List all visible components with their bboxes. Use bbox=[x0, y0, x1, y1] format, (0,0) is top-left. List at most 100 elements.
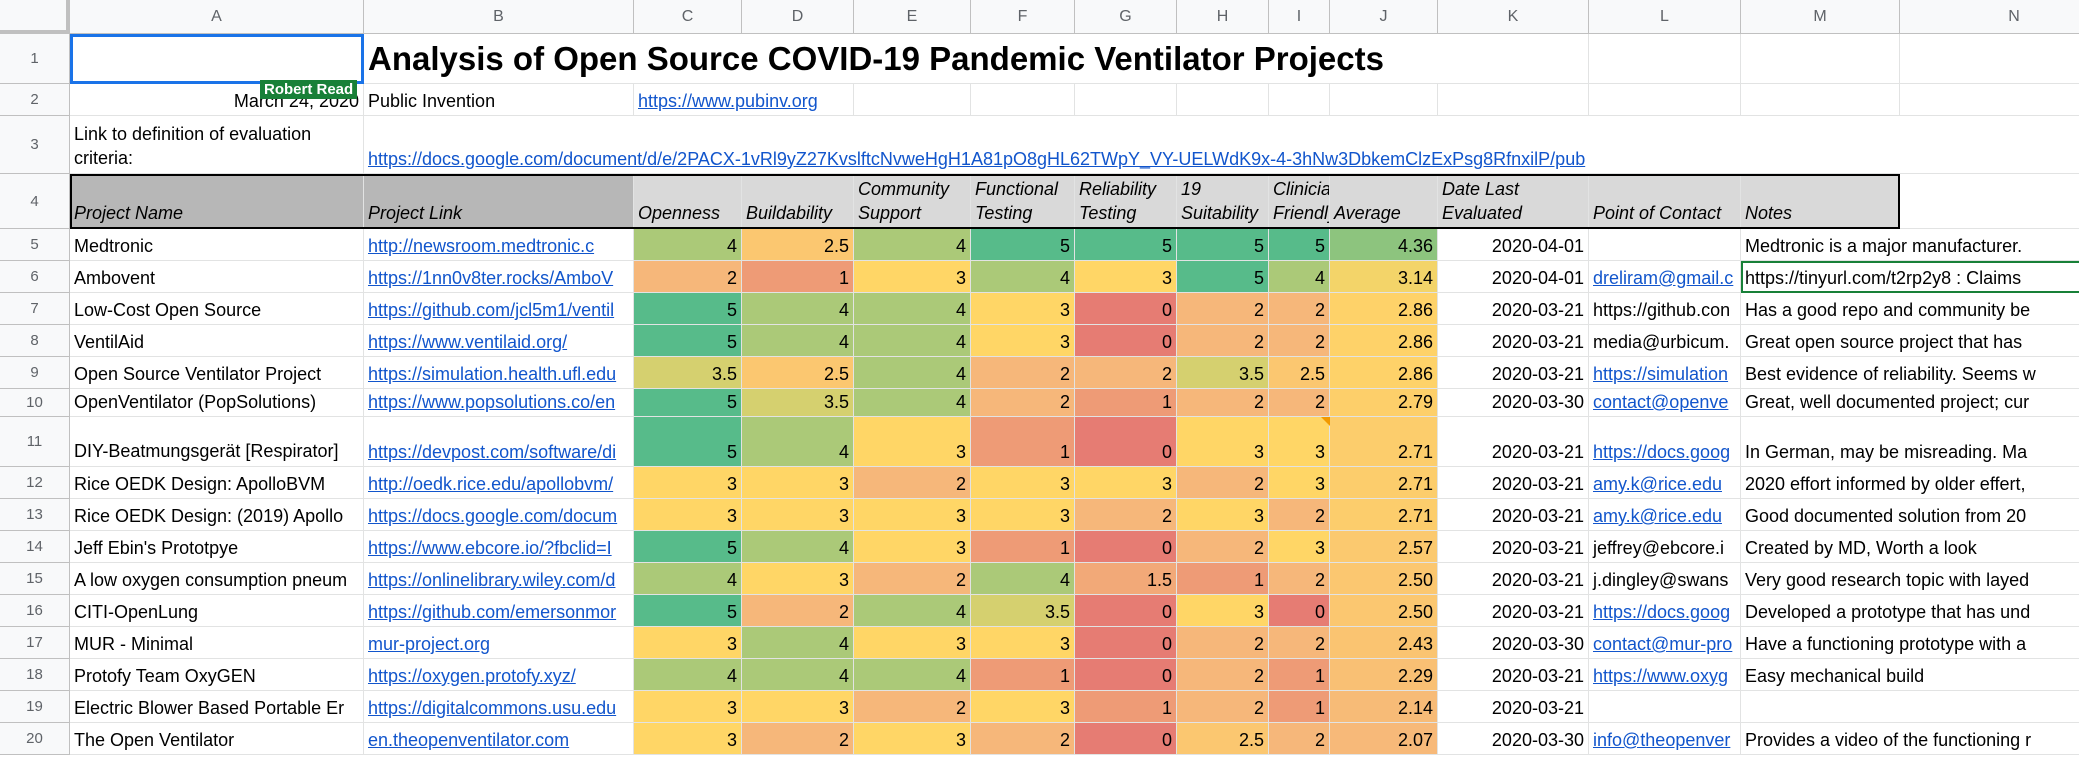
score-openness[interactable]: 3 bbox=[634, 627, 742, 659]
score-buildability[interactable]: 3 bbox=[742, 467, 854, 499]
project-name-cell[interactable]: Open Source Ventilator Project bbox=[70, 357, 364, 389]
score-clinician-friendly[interactable]: 2 bbox=[1269, 325, 1330, 357]
cell-a1[interactable] bbox=[70, 34, 364, 84]
score-community-support[interactable]: 4 bbox=[854, 357, 971, 389]
score-community-support[interactable]: 3 bbox=[854, 499, 971, 531]
header-average[interactable]: Average bbox=[1330, 174, 1438, 229]
score-reliability-testing[interactable]: 0 bbox=[1075, 417, 1177, 467]
date-evaluated[interactable]: 2020-03-21 bbox=[1438, 467, 1589, 499]
score-buildability[interactable]: 2.5 bbox=[742, 357, 854, 389]
project-link[interactable]: https://github.com/jcl5m1/ventil bbox=[364, 293, 634, 325]
score-community-support[interactable]: 3 bbox=[854, 531, 971, 563]
score-clinician-friendly[interactable]: 3 bbox=[1269, 417, 1330, 467]
project-link[interactable]: https://1nn0v8ter.rocks/AmboV bbox=[364, 261, 634, 293]
score-covid-19-suitability[interactable]: 2 bbox=[1177, 293, 1269, 325]
score-covid-19-suitability[interactable]: 2 bbox=[1177, 389, 1269, 417]
score-functional-testing[interactable]: 4 bbox=[971, 563, 1075, 595]
notes-cell[interactable]: Have a functioning prototype with a bbox=[1741, 627, 2079, 659]
point-of-contact-cell[interactable]: media@urbicum. bbox=[1589, 325, 1741, 357]
score-clinician-friendly[interactable]: 1 bbox=[1269, 691, 1330, 723]
score-openness[interactable]: 5 bbox=[634, 325, 742, 357]
average-score[interactable]: 2.71 bbox=[1330, 467, 1438, 499]
score-clinician-friendly[interactable]: 2 bbox=[1269, 627, 1330, 659]
project-name-cell[interactable]: Rice OEDK Design: (2019) Apollo bbox=[70, 499, 364, 531]
empty-cell[interactable] bbox=[1330, 84, 1438, 116]
column-header-n[interactable]: N bbox=[1900, 0, 2079, 34]
score-clinician-friendly[interactable]: 2 bbox=[1269, 563, 1330, 595]
point-of-contact-cell[interactable] bbox=[1589, 691, 1741, 723]
empty-cell[interactable] bbox=[1900, 84, 2079, 116]
header-project-name[interactable]: Project Name bbox=[70, 174, 364, 229]
row-header-19[interactable]: 19 bbox=[0, 691, 70, 723]
score-functional-testing[interactable]: 3 bbox=[971, 325, 1075, 357]
score-reliability-testing[interactable]: 1.5 bbox=[1075, 563, 1177, 595]
notes-cell[interactable] bbox=[1741, 691, 2079, 723]
score-community-support[interactable]: 3 bbox=[854, 417, 971, 467]
score-community-support[interactable]: 2 bbox=[854, 467, 971, 499]
date-evaluated[interactable]: 2020-03-30 bbox=[1438, 723, 1589, 755]
date-evaluated[interactable]: 2020-03-21 bbox=[1438, 691, 1589, 723]
empty-cell[interactable] bbox=[1589, 84, 1741, 116]
date-evaluated[interactable]: 2020-04-01 bbox=[1438, 229, 1589, 261]
score-covid-19-suitability[interactable]: 5 bbox=[1177, 261, 1269, 293]
organization-cell[interactable]: Public Invention bbox=[364, 84, 634, 116]
date-evaluated[interactable]: 2020-03-21 bbox=[1438, 659, 1589, 691]
average-score[interactable]: 2.50 bbox=[1330, 563, 1438, 595]
score-openness[interactable]: 4 bbox=[634, 659, 742, 691]
notes-cell[interactable]: In German, may be misreading. Ma bbox=[1741, 417, 2079, 467]
score-functional-testing[interactable]: 2 bbox=[971, 357, 1075, 389]
row-header-11[interactable]: 11 bbox=[0, 417, 70, 467]
score-covid-19-suitability[interactable]: 2 bbox=[1177, 691, 1269, 723]
score-community-support[interactable]: 2 bbox=[854, 563, 971, 595]
score-openness[interactable]: 3 bbox=[634, 691, 742, 723]
project-name-cell[interactable]: Medtronic bbox=[70, 229, 364, 261]
header-reliability-testing[interactable]: Reliability Testing bbox=[1075, 174, 1177, 229]
score-openness[interactable]: 2 bbox=[634, 261, 742, 293]
notes-cell[interactable]: Developed a prototype that has und bbox=[1741, 595, 2079, 627]
average-score[interactable]: 2.86 bbox=[1330, 293, 1438, 325]
score-functional-testing[interactable]: 4 bbox=[971, 261, 1075, 293]
score-community-support[interactable]: 4 bbox=[854, 389, 971, 417]
notes-cell[interactable]: Has a good repo and community be bbox=[1741, 293, 2079, 325]
column-header-c[interactable]: C bbox=[634, 0, 742, 34]
score-reliability-testing[interactable]: 2 bbox=[1075, 357, 1177, 389]
score-buildability[interactable]: 4 bbox=[742, 531, 854, 563]
score-buildability[interactable]: 4 bbox=[742, 325, 854, 357]
point-of-contact-cell[interactable]: amy.k@rice.edu bbox=[1589, 467, 1741, 499]
score-buildability[interactable]: 1 bbox=[742, 261, 854, 293]
score-functional-testing[interactable]: 5 bbox=[971, 229, 1075, 261]
project-name-cell[interactable]: Ambovent bbox=[70, 261, 364, 293]
score-functional-testing[interactable]: 1 bbox=[971, 417, 1075, 467]
score-openness[interactable]: 5 bbox=[634, 595, 742, 627]
score-covid-19-suitability[interactable]: 2 bbox=[1177, 659, 1269, 691]
score-buildability[interactable]: 2 bbox=[742, 723, 854, 755]
average-score[interactable]: 2.79 bbox=[1330, 389, 1438, 417]
project-link[interactable]: https://github.com/emersonmor bbox=[364, 595, 634, 627]
score-covid-19-suitability[interactable]: 2 bbox=[1177, 467, 1269, 499]
date-evaluated[interactable]: 2020-03-21 bbox=[1438, 531, 1589, 563]
row-header-3[interactable]: 3 bbox=[0, 116, 70, 174]
score-covid-19-suitability[interactable]: 3 bbox=[1177, 595, 1269, 627]
score-covid-19-suitability[interactable]: 3.5 bbox=[1177, 357, 1269, 389]
date-evaluated[interactable]: 2020-03-21 bbox=[1438, 357, 1589, 389]
row-header-18[interactable]: 18 bbox=[0, 659, 70, 691]
column-header-j[interactable]: J bbox=[1330, 0, 1438, 34]
score-functional-testing[interactable]: 1 bbox=[971, 659, 1075, 691]
score-covid-19-suitability[interactable]: 1 bbox=[1177, 563, 1269, 595]
empty-cell[interactable] bbox=[1900, 174, 2079, 229]
score-covid-19-suitability[interactable]: 2 bbox=[1177, 325, 1269, 357]
score-openness[interactable]: 5 bbox=[634, 417, 742, 467]
project-link[interactable]: en.theopenventilator.com bbox=[364, 723, 634, 755]
score-clinician-friendly[interactable]: 1 bbox=[1269, 659, 1330, 691]
score-functional-testing[interactable]: 2 bbox=[971, 723, 1075, 755]
score-clinician-friendly[interactable]: 0 bbox=[1269, 595, 1330, 627]
score-buildability[interactable]: 4 bbox=[742, 417, 854, 467]
score-buildability[interactable]: 2 bbox=[742, 595, 854, 627]
score-openness[interactable]: 3.5 bbox=[634, 357, 742, 389]
project-name-cell[interactable]: Jeff Ebin's Prototpye bbox=[70, 531, 364, 563]
score-clinician-friendly[interactable]: 4 bbox=[1269, 261, 1330, 293]
score-reliability-testing[interactable]: 0 bbox=[1075, 325, 1177, 357]
column-header-d[interactable]: D bbox=[742, 0, 854, 34]
score-covid-19-suitability[interactable]: 2 bbox=[1177, 627, 1269, 659]
notes-cell[interactable]: Easy mechanical build bbox=[1741, 659, 2079, 691]
